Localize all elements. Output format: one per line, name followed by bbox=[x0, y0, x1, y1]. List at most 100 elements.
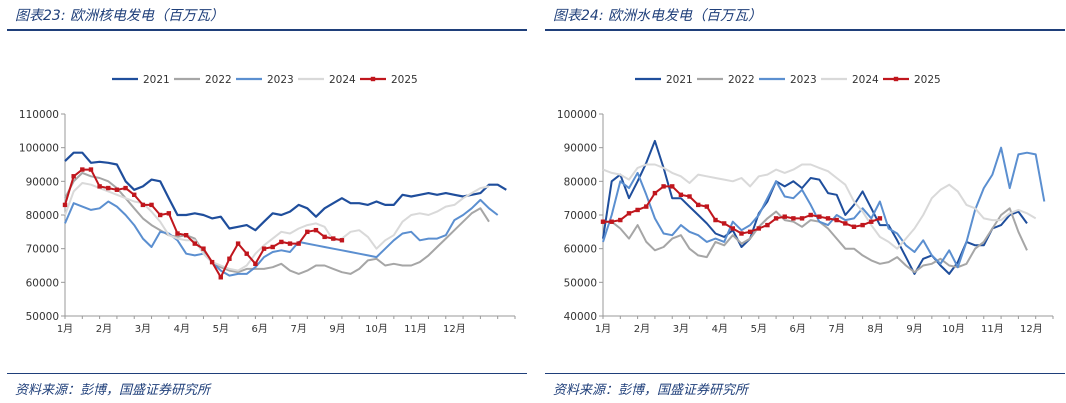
data-point-2025 bbox=[695, 202, 701, 208]
legend-marker-2025 bbox=[893, 76, 899, 82]
x-tick-label: 7月 bbox=[290, 323, 306, 335]
data-point-2025 bbox=[227, 256, 232, 261]
series-line-2025 bbox=[603, 185, 881, 235]
data-point-2025 bbox=[626, 211, 632, 216]
legend-label-2024: 2024 bbox=[852, 74, 879, 86]
x-tick-label: 12月 bbox=[443, 323, 466, 335]
legend-label-2021: 2021 bbox=[666, 74, 693, 86]
series-line-2022 bbox=[603, 207, 1028, 274]
data-point-2025 bbox=[825, 216, 831, 221]
data-point-2025 bbox=[279, 239, 284, 245]
series-2024 bbox=[64, 182, 490, 272]
x-tick-label: 8月 bbox=[867, 323, 883, 335]
data-point-2025 bbox=[713, 217, 718, 223]
data-point-2025 bbox=[209, 259, 215, 265]
data-point-2025 bbox=[678, 192, 684, 197]
series-2024 bbox=[602, 163, 1037, 250]
data-point-2025 bbox=[149, 202, 154, 208]
data-point-2025 bbox=[270, 244, 275, 250]
title-rule bbox=[7, 29, 527, 31]
data-point-2025 bbox=[106, 185, 111, 191]
y-tick-label: 90000 bbox=[564, 143, 597, 155]
data-point-2025 bbox=[739, 231, 744, 236]
data-point-2025 bbox=[192, 241, 198, 246]
data-point-2025 bbox=[296, 241, 301, 246]
y-tick-label: 80000 bbox=[564, 176, 597, 188]
legend: 2021 2022 2023 2024 2025 bbox=[112, 74, 418, 86]
data-point-2025 bbox=[157, 212, 163, 218]
x-tick-label: 11月 bbox=[404, 323, 427, 335]
y-tick-label: 60000 bbox=[26, 277, 59, 289]
legend-label-2025: 2025 bbox=[391, 74, 418, 86]
data-point-2025 bbox=[765, 222, 770, 228]
data-point-2025 bbox=[851, 224, 857, 229]
x-tick-label: 3月 bbox=[673, 323, 689, 335]
legend-label-2025: 2025 bbox=[914, 74, 941, 86]
panel-hydro: 图表24: 欧洲水电发电（百万瓦） 40000 50000 60000 70000 80… bbox=[545, 0, 1065, 403]
series-line-2024 bbox=[64, 182, 490, 272]
data-point-2025 bbox=[71, 174, 76, 179]
data-point-2025 bbox=[183, 233, 189, 238]
series-2022 bbox=[64, 171, 490, 275]
data-point-2025 bbox=[756, 226, 761, 231]
data-point-2025 bbox=[618, 217, 623, 223]
figure-title: 图表23: 欧洲核电发电（百万瓦） bbox=[15, 8, 224, 24]
x-tick-label: 7月 bbox=[828, 323, 844, 335]
data-point-2025 bbox=[235, 241, 241, 246]
source-note: 资料来源：彭博，国盛证券研究所 bbox=[15, 383, 211, 398]
data-point-2025 bbox=[730, 226, 736, 231]
panel-nuclear: 图表23: 欧洲核电发电（百万瓦） 50000 60000 70000 80000 90… bbox=[7, 0, 527, 403]
data-point-2025 bbox=[175, 231, 180, 236]
x-tick-label: 1月 bbox=[595, 323, 611, 335]
x-tick-label: 6月 bbox=[252, 323, 268, 335]
data-point-2025 bbox=[721, 221, 727, 226]
series-2021 bbox=[64, 151, 507, 232]
legend-label-2022: 2022 bbox=[205, 74, 232, 86]
x-tick-label: 11月 bbox=[981, 323, 1004, 335]
series-line-2022 bbox=[64, 171, 490, 275]
data-point-2025 bbox=[322, 234, 327, 240]
source-rule bbox=[7, 373, 527, 374]
data-point-2025 bbox=[313, 227, 319, 233]
source-rule bbox=[545, 373, 1065, 374]
y-tick-label: 110000 bbox=[19, 109, 59, 121]
x-tick-label: 2月 bbox=[634, 323, 650, 335]
data-point-2025 bbox=[218, 275, 223, 280]
data-point-2025 bbox=[166, 211, 172, 216]
y-tick-label: 50000 bbox=[564, 277, 597, 289]
data-point-2025 bbox=[97, 184, 102, 189]
data-point-2025 bbox=[877, 216, 883, 221]
x-tick-label: 6月 bbox=[790, 323, 806, 335]
data-point-2025 bbox=[114, 187, 120, 192]
legend-label-2023: 2023 bbox=[267, 74, 294, 86]
data-point-2025 bbox=[80, 167, 85, 172]
series-line-2021 bbox=[64, 151, 507, 232]
data-point-2025 bbox=[287, 241, 293, 246]
data-point-2025 bbox=[791, 216, 796, 221]
hydro-line-chart: 40000 50000 60000 70000 80000 90000 100000 1月 2月… bbox=[557, 74, 1054, 335]
data-point-2025 bbox=[869, 219, 874, 224]
x-tick-label: 4月 bbox=[712, 323, 728, 335]
legend-label-2022: 2022 bbox=[728, 74, 755, 86]
series-2023 bbox=[64, 198, 499, 277]
y-tick-label: 100000 bbox=[19, 143, 59, 155]
figure-title: 图表24: 欧洲水电发电（百万瓦） bbox=[553, 8, 762, 24]
y-tick-label: 100000 bbox=[557, 109, 597, 121]
data-point-2025 bbox=[644, 204, 649, 209]
y-tick-label: 80000 bbox=[26, 210, 59, 222]
x-tick-label: 4月 bbox=[174, 323, 190, 335]
data-point-2025 bbox=[305, 229, 310, 235]
data-point-2025 bbox=[843, 221, 848, 226]
x-tick-label: 9月 bbox=[329, 323, 345, 335]
series-2022 bbox=[603, 207, 1028, 274]
data-point-2025 bbox=[123, 185, 128, 191]
data-point-2025 bbox=[201, 246, 206, 251]
series-line-2023 bbox=[602, 146, 1046, 269]
data-point-2025 bbox=[808, 212, 813, 218]
x-tick-label: 2月 bbox=[96, 323, 112, 335]
series-line-2024 bbox=[602, 163, 1037, 250]
data-point-2025 bbox=[747, 229, 753, 235]
data-point-2025 bbox=[600, 219, 606, 224]
x-tick-label: 3月 bbox=[135, 323, 151, 335]
legend-label-2024: 2024 bbox=[329, 74, 356, 86]
